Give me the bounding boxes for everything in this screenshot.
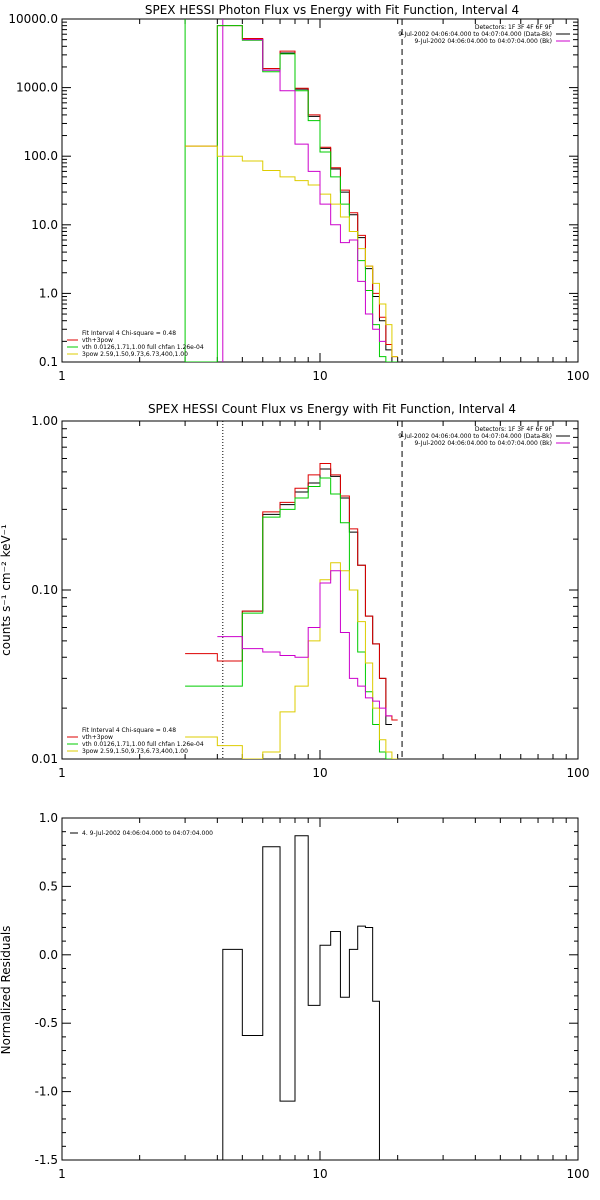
y-tick-label: 0.1 [39,355,58,369]
y-tick-label: 100.0 [24,149,58,163]
legend-entry: vth+3pow [82,734,113,741]
y-tick-label: 1000.0 [16,81,58,95]
legend-entry: 9-Jul-2002 04:06:04.000 to 04:07:04.000 … [414,38,552,45]
legend-entry: 9-Jul-2002 04:06:04.000 to 04:07:04.000 … [398,433,552,440]
series-line-4 [222,835,380,1160]
series-line-vth [185,477,398,759]
legend-entry: 4. 9-Jul-2002 04:06:04.000 to 04:07:04.0… [82,830,213,837]
legend-entry: 3pow 2.59,1.50,9.73,6.73,400,1.00 [82,351,188,358]
y-tick-label: 1.00 [31,414,58,428]
y-tick-label: 10.0 [31,218,58,232]
legend-entry: Detectors: 1F 3F 4F 6F 9F [475,426,553,433]
count-y-axis-label: counts s⁻¹ cm⁻² keV⁻¹ [0,524,13,656]
y-tick-label: 0.0 [39,948,58,962]
y-tick-label: 1.0 [39,286,58,300]
legend-entry: Fit Interval 4 Chi-square = 0.48 [82,330,176,337]
x-tick-label: 10 [312,1167,327,1181]
y-tick-label: 10000.0 [8,12,58,26]
legend-entry: vth 0.0126,1.71,1.00 full chfan 1.26e-04 [82,344,204,351]
count-chart-title: SPEX HESSI Count Flux vs Energy with Fit… [148,402,516,416]
series-group [222,835,380,1160]
series-group [185,25,398,362]
photon-chart-title: SPEX HESSI Photon Flux vs Energy with Fi… [145,3,519,17]
photon-plot-area: 1 10 100 0.1 1.0 10.0 100.0 1000.0 10000.0 Detect… [8,12,589,383]
y-tick-label: -0.5 [35,1016,58,1030]
panel-photon-flux: SPEX HESSI Photon Flux vs Energy with Fi… [8,3,589,383]
y-tick-label: 1.0 [39,811,58,825]
y-tick-label: 0.5 [39,879,58,893]
legend-entry: Detectors: 1F 3F 4F 6F 9F [475,24,553,31]
legend-entry: 9-Jul-2002 04:06:04.000 to 04:07:04.000 … [398,31,552,38]
x-tick-label: 100 [567,369,590,383]
y-tick-label: -1.5 [35,1153,58,1167]
y-tick-label: 0.10 [31,583,58,597]
x-tick-label: 100 [567,766,590,780]
y-tick-label: 0.01 [31,752,58,766]
residuals-plot-area: 1 10 100 -1.5 -1.0 -0.5 0.0 0.5 1.0 4. 9-Jul-2002… [35,811,590,1181]
legend-entry: 9-Jul-2002 04:06:04.000 to 04:07:04.000 … [414,440,552,447]
x-tick-label: 10 [312,369,327,383]
x-tick-label: 100 [567,1167,590,1181]
legend-entry: vth 0.0126,1.71,1.00 full chfan 1.26e-04 [82,741,204,748]
count-plot-area: 1 10 100 0.01 0.10 1.00 Detectors: 1F 3F 4F 6F… [31,414,589,780]
y-tick-label: -1.0 [35,1085,58,1099]
residuals-y-axis-label: Normalized Residuals [0,926,13,1055]
legend-entry: Fit Interval 4 Chi-square = 0.48 [82,727,176,734]
series-group [185,463,398,759]
x-tick-label: 10 [312,766,327,780]
x-tick-label: 1 [58,1167,66,1181]
panel-residuals: Normalized Residuals 1 10 100 -1.5 -1.0 -0.5 0… [0,811,589,1181]
series-line-3pow [185,145,398,358]
legend-entry: vth+3pow [82,337,113,344]
series-line-bk [242,39,386,342]
series-line-3pow [185,562,398,759]
series-line-bk [217,570,392,717]
legend-entry: 3pow 2.59,1.50,9.73,6.73,400,1.00 [82,748,188,755]
series-line-data [242,39,398,362]
x-tick-label: 1 [58,369,66,383]
x-tick-label: 1 [58,766,66,780]
panel-count-flux: SPEX HESSI Count Flux vs Energy with Fit… [0,402,589,780]
